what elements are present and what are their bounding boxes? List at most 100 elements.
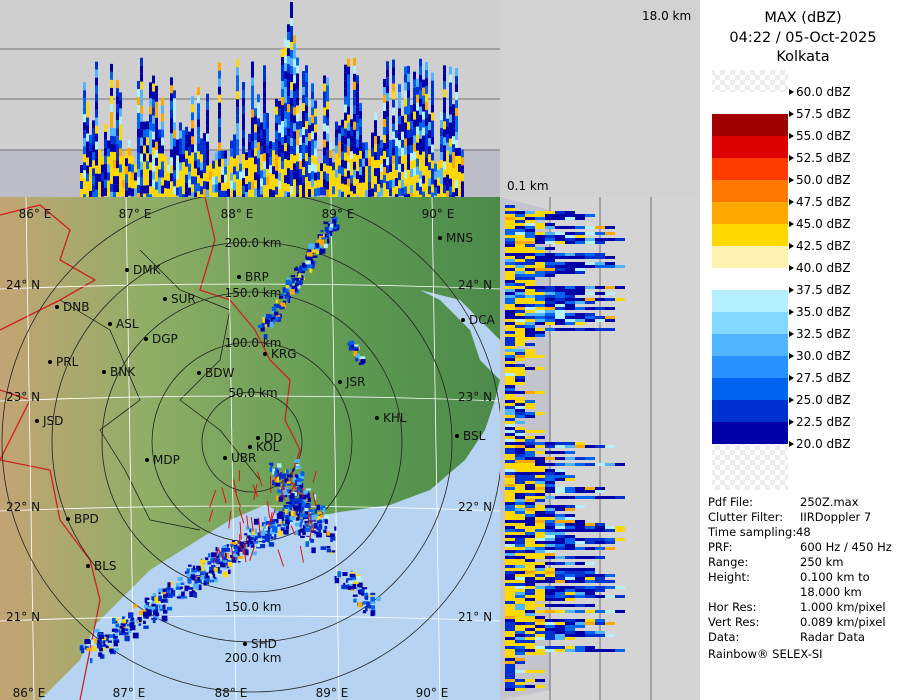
echo — [244, 549, 249, 556]
profile-echo — [104, 123, 107, 132]
profile-echo — [392, 171, 395, 180]
echo — [323, 529, 327, 533]
profile-echo — [555, 301, 565, 304]
profile-echo — [263, 65, 266, 74]
profile-echo — [515, 373, 525, 376]
profile-echo — [555, 319, 565, 322]
profile-echo — [287, 136, 290, 145]
profile-echo — [284, 55, 287, 64]
echo — [262, 316, 265, 323]
profile-echo — [353, 81, 356, 90]
profile-echo — [505, 319, 515, 322]
profile-echo — [362, 142, 365, 151]
profile-echo — [119, 116, 122, 125]
profile-echo — [525, 679, 535, 682]
echo — [220, 562, 226, 568]
profile-echo — [359, 110, 362, 119]
profile-echo — [284, 159, 287, 168]
profile-echo — [242, 90, 245, 99]
echo — [277, 489, 283, 493]
profile-echo — [515, 226, 525, 229]
profile-echo — [535, 598, 545, 601]
profile-echo — [236, 179, 239, 188]
profile-echo — [515, 325, 525, 328]
profile-echo — [125, 150, 128, 159]
profile-echo — [104, 131, 107, 140]
city-dot — [145, 458, 149, 462]
profile-echo — [440, 136, 443, 145]
profile-echo — [110, 191, 113, 200]
profile-echo — [326, 149, 329, 158]
profile-echo — [392, 123, 395, 132]
profile-echo — [545, 568, 555, 571]
profile-echo — [344, 96, 347, 105]
profile-echo — [585, 457, 595, 460]
echo — [155, 604, 158, 611]
echo — [287, 483, 292, 486]
echo — [356, 586, 360, 591]
legend-label: 55.0 dBZ — [796, 129, 851, 143]
profile-echo — [446, 142, 449, 151]
profile-echo — [515, 379, 525, 382]
profile-echo — [525, 325, 535, 328]
echo — [189, 591, 194, 598]
echo — [102, 636, 107, 641]
echo — [151, 603, 156, 607]
echo — [166, 606, 173, 611]
profile-echo — [515, 352, 525, 355]
profile-echo — [505, 619, 515, 622]
legend-tick — [789, 155, 794, 161]
echo — [304, 495, 311, 499]
profile-echo — [347, 122, 350, 131]
profile-echo — [458, 187, 461, 196]
profile-echo — [434, 171, 437, 180]
profile-echo — [134, 180, 137, 189]
profile-echo — [585, 580, 595, 583]
profile-echo — [575, 580, 585, 583]
profile-echo — [125, 190, 128, 199]
profile-echo — [161, 137, 164, 146]
echo — [144, 597, 150, 604]
profile-echo — [443, 185, 446, 194]
echo — [248, 536, 252, 541]
profile-echo — [525, 445, 535, 448]
legend-label: 32.5 dBZ — [796, 327, 851, 341]
profile-echo — [353, 161, 356, 170]
profile-echo — [419, 58, 422, 67]
city-label: DGP — [152, 332, 178, 346]
profile-echo — [86, 149, 89, 158]
profile-echo — [605, 529, 615, 532]
echo — [129, 628, 132, 631]
profile-echo — [344, 104, 347, 113]
echo — [288, 492, 292, 498]
profile-echo — [595, 463, 605, 466]
profile-echo — [299, 145, 302, 154]
echo — [296, 505, 302, 512]
profile-echo — [161, 161, 164, 170]
profile-echo — [380, 147, 383, 156]
legend-label: 60.0 dBZ — [796, 85, 851, 99]
profile-echo — [116, 136, 119, 145]
profile-echo — [395, 154, 398, 163]
city-dot — [48, 360, 52, 364]
profile-echo — [452, 152, 455, 161]
profile-echo — [398, 164, 401, 173]
profile-echo — [86, 157, 89, 166]
profile-echo — [125, 166, 128, 175]
profile-echo — [455, 164, 458, 173]
profile-echo — [308, 133, 311, 142]
profile-echo — [505, 640, 515, 643]
profile-echo — [525, 313, 535, 316]
profile-echo — [505, 664, 515, 667]
profile-echo — [323, 179, 326, 188]
profile-echo — [515, 358, 525, 361]
profile-echo — [311, 171, 314, 180]
profile-echo — [137, 104, 140, 113]
profile-echo — [104, 179, 107, 188]
range-label: 200.0 km — [225, 651, 282, 665]
echo — [326, 230, 332, 234]
profile-echo — [263, 145, 266, 154]
profile-echo — [416, 142, 419, 151]
legend-tick — [789, 419, 794, 425]
profile-echo — [179, 178, 182, 187]
